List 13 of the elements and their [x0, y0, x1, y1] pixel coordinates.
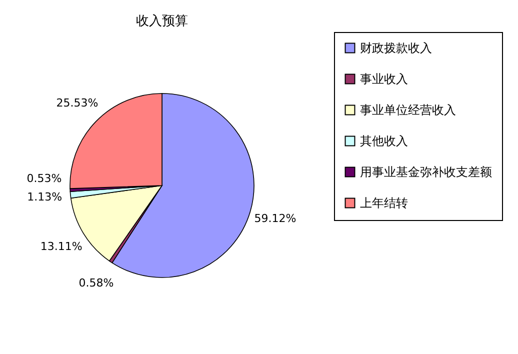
legend-label: 财政拨款收入	[360, 41, 432, 55]
data-label: 13.11%	[40, 240, 82, 254]
data-label: 25.53%	[56, 96, 98, 110]
legend-label: 其他收入	[360, 134, 408, 148]
chart-title: 收入预算	[136, 14, 188, 29]
data-label: 0.53%	[26, 172, 62, 186]
legend-label: 事业收入	[360, 72, 408, 86]
data-label: 1.13%	[27, 190, 62, 204]
legend-label: 事业单位经营收入	[360, 103, 456, 117]
data-label: 59.12%	[254, 212, 296, 225]
legend-label: 上年结转	[360, 196, 408, 210]
data-label: 0.58%	[78, 276, 114, 290]
legend-label: 用事业基金弥补收支差额	[360, 165, 492, 179]
